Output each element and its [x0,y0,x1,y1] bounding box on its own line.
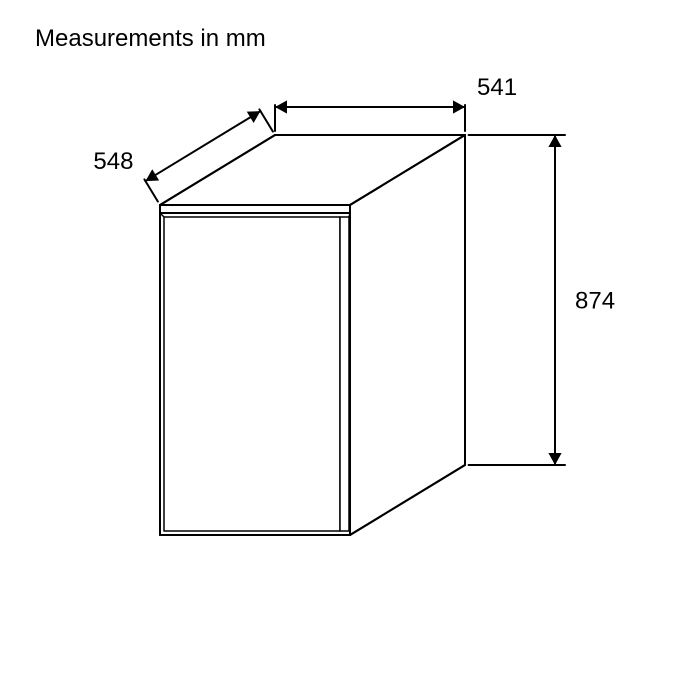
dim-width-label: 548 [93,148,133,175]
dim-height-label: 874 [575,287,615,314]
dim-depth-label: 541 [477,74,517,101]
dimension-diagram: 548 541 874 [0,0,675,675]
page-title: Measurements in mm [35,25,266,53]
